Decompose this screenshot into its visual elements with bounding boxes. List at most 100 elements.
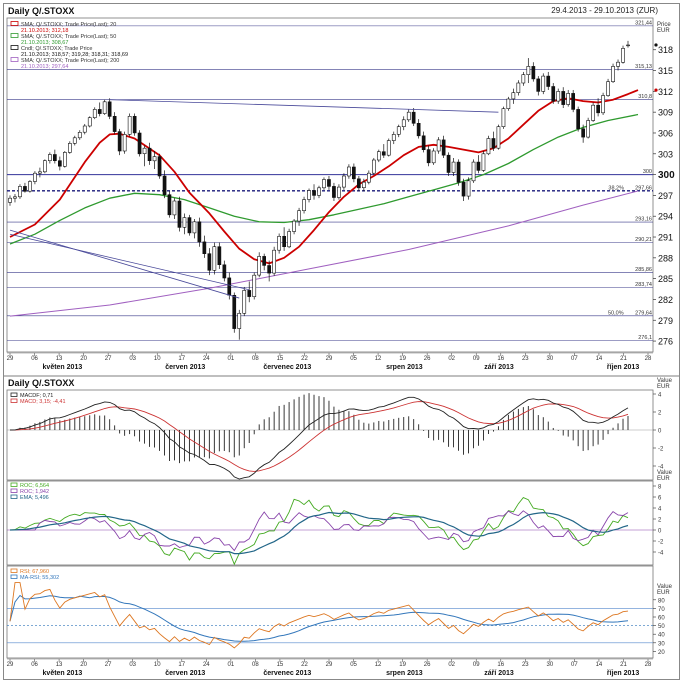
candle-body	[322, 179, 326, 189]
candle-body	[217, 246, 222, 265]
rsi-line	[9, 582, 629, 649]
month-label: srpen 2013	[386, 670, 423, 677]
candle-body	[222, 264, 227, 279]
candle-body	[272, 249, 277, 274]
candle-body	[13, 196, 17, 199]
candle-body	[576, 109, 580, 130]
date-tick-label: 21	[620, 356, 627, 362]
candle-body	[177, 200, 182, 228]
moving-average-lines	[9, 89, 639, 317]
candle-body	[561, 91, 566, 105]
candle-body	[356, 178, 361, 189]
candle-body	[312, 190, 316, 196]
price-tick-label: 306	[658, 128, 673, 138]
candle-body	[441, 139, 446, 156]
candle-body	[581, 128, 585, 138]
candle-body	[232, 294, 237, 329]
candle-body	[521, 74, 526, 84]
month-label: září 2013	[484, 364, 514, 371]
candle-body	[152, 156, 157, 162]
main-price-panel[interactable]: 321,44 315,13 310,8 297,66 300 293,16 290,21 28…	[6, 17, 675, 353]
date-tick-label: 07	[571, 662, 578, 668]
candle-body	[571, 93, 575, 110]
date-tick-label: 17	[178, 356, 185, 362]
candle-body	[33, 172, 37, 182]
window-frame	[3, 3, 680, 680]
axis-label-unit: EUR	[657, 384, 670, 390]
month-label: září 2013	[484, 670, 514, 677]
candle-body	[317, 187, 321, 196]
candle-body	[8, 197, 12, 203]
date-tick-label: 27	[105, 356, 112, 362]
candle-body	[536, 78, 541, 92]
tick-label: 60	[658, 616, 665, 622]
legend-value: 21.10.2013; 297,64	[21, 64, 68, 70]
date-tick-label: 05	[350, 356, 357, 362]
legend-entry: SMA; Q/.STOXX; Trade Price(Last); 20	[21, 22, 116, 28]
candle-body	[546, 75, 551, 87]
candle-body	[591, 104, 595, 121]
legend-entry: RSI; 67,960	[20, 569, 49, 575]
price-tick-label: 312	[658, 87, 673, 97]
candle-body	[28, 181, 32, 192]
date-axis-top: 29 06 13 20 27 03 10 17 24 01 08 15 22 29 05 12 19 26 02 09…	[7, 352, 653, 371]
candle-body	[376, 151, 381, 161]
date-tick-label: 05	[350, 662, 357, 668]
price-tick-label: 288	[658, 253, 673, 263]
candle-body	[282, 236, 287, 248]
tick-label: 2	[658, 411, 662, 417]
date-tick-label: 29	[326, 662, 333, 668]
candle-body	[461, 181, 466, 197]
candle-body	[366, 172, 371, 183]
date-tick-label: 23	[522, 356, 529, 362]
trendline-top	[109, 99, 499, 113]
candle-body	[42, 160, 47, 173]
legend-value: 21.10.2013; 308,67	[21, 40, 68, 46]
legend-value: 21.10.2013; 318,57; 319,28; 318,31; 318,…	[21, 52, 128, 58]
date-tick-label: 14	[596, 662, 603, 668]
date-tick-label: 28	[645, 356, 652, 362]
candle-body	[102, 101, 107, 114]
date-tick-label: 19	[399, 662, 406, 668]
candle-body	[77, 132, 82, 139]
date-tick-label: 09	[473, 662, 480, 668]
candle-body	[157, 156, 162, 177]
month-label: červen 2013	[165, 670, 205, 677]
trendline-lower	[9, 229, 240, 299]
price-tick-label: 315	[658, 66, 673, 76]
roc-ema-line	[9, 511, 629, 555]
date-tick-label: 13	[56, 662, 63, 668]
level-label: 290,21	[635, 237, 652, 243]
tick-label: 50	[658, 624, 665, 630]
candle-body	[202, 241, 207, 254]
tick-label: 80	[658, 598, 665, 604]
date-range: 29.4.2013 - 29.10.2013 (ZUR)	[551, 6, 658, 15]
legend-entry: ROC; 1,942	[20, 489, 49, 495]
candle-body	[586, 120, 590, 138]
date-tick-label: 21	[620, 662, 627, 668]
axis-label: Value	[657, 584, 673, 590]
candle-body	[192, 221, 197, 234]
date-tick-label: 16	[497, 662, 504, 668]
date-tick-label: 09	[473, 356, 480, 362]
price-axis: 318 315 312 309 306 303 300 297 294 291 288 285 282 2…	[653, 43, 675, 347]
candle-body	[506, 98, 511, 109]
candle-body	[62, 152, 67, 167]
date-tick-label: 24	[203, 662, 210, 668]
candle-body	[237, 312, 242, 329]
candle-body	[566, 93, 570, 105]
legend-swatch	[10, 21, 19, 26]
month-label: říjen 2013	[607, 364, 639, 371]
date-tick-label: 29	[326, 356, 333, 362]
date-tick-label: 06	[31, 356, 38, 362]
legend-swatch	[10, 392, 18, 397]
date-tick-label: 14	[596, 356, 603, 362]
candle-body	[511, 92, 516, 100]
month-label: květen 2013	[43, 364, 83, 371]
candle-body	[87, 117, 92, 127]
